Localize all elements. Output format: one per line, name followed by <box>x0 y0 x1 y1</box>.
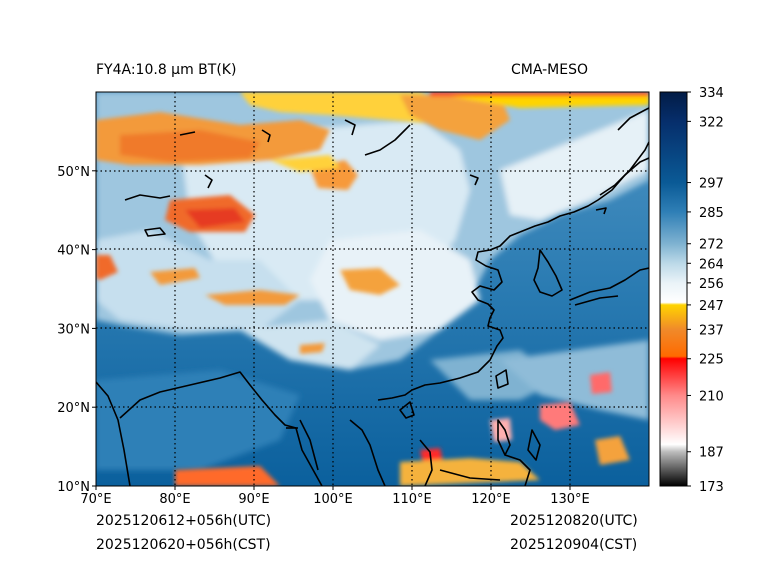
map-imagery <box>96 92 649 486</box>
lat-tick-label: 20°N <box>57 401 90 416</box>
colorbar-tick-label: 225 <box>699 353 724 368</box>
valid-time-cst: 2025120904(CST) <box>510 537 638 553</box>
cold-cloud-tops <box>96 92 649 486</box>
colorbar-tick-label: 264 <box>699 257 724 272</box>
valid-time-utc: 2025120820(UTC) <box>510 513 638 529</box>
colorbar-tick-label: 173 <box>699 480 724 495</box>
colorbar-tick-label: 210 <box>699 389 724 404</box>
country-coastlines <box>96 107 649 486</box>
lon-tick-label: 110°E <box>392 492 432 507</box>
lon-tick-label: 80°E <box>159 492 190 507</box>
lat-tick-label: 50°N <box>57 165 90 180</box>
lon-tick-label: 130°E <box>550 492 590 507</box>
colorbar-tick-label: 247 <box>699 299 724 314</box>
longitude-axis: 70°E 80°E 90°E 100°E 110°E 120°E 130°E <box>80 486 590 507</box>
latitude-axis: 10°N 20°N 30°N 40°N 50°N <box>57 165 96 495</box>
map-frame <box>95 91 650 487</box>
lat-tick-label: 10°N <box>57 480 90 495</box>
lon-tick-label: 70°E <box>80 492 111 507</box>
model-name: CMA-MESO <box>511 62 589 78</box>
init-time-utc: 2025120612+056h(UTC) <box>96 513 272 529</box>
map-title: FY4A:10.8 µm BT(K) <box>96 62 237 78</box>
lon-tick-label: 120°E <box>471 492 511 507</box>
colorbar-tick-label: 237 <box>699 323 724 338</box>
init-time-cst: 2025120620+056h(CST) <box>96 537 271 553</box>
colorbar-tick-label: 256 <box>699 277 724 292</box>
colorbar-tick-label: 285 <box>699 206 724 221</box>
lat-tick-label: 30°N <box>57 322 90 337</box>
colorbar-tick-label: 187 <box>699 446 724 461</box>
colorbar-tick-label: 297 <box>699 177 724 192</box>
colorbar-tick-label: 272 <box>699 238 724 253</box>
colorbar-tick-label: 334 <box>699 86 724 101</box>
colorbar-tick-label: 322 <box>699 115 724 130</box>
lon-tick-label: 90°E <box>238 492 269 507</box>
lon-tick-label: 100°E <box>313 492 353 507</box>
colorbar-ticks: 334 322 297 285 272 264 256 247 237 225 210 187 173 <box>687 86 724 495</box>
colorbar <box>659 91 688 487</box>
lat-tick-label: 40°N <box>57 244 90 259</box>
